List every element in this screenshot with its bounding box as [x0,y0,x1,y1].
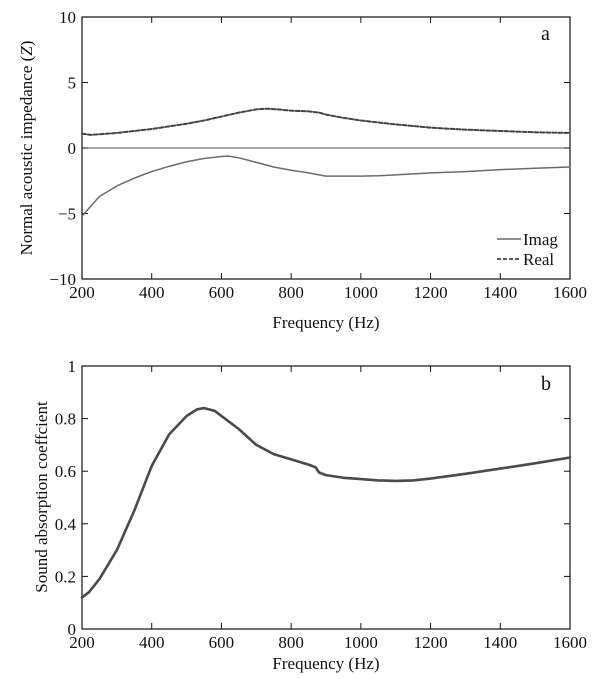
legend-real-label: Real [523,250,554,269]
panel-b-x-tick-label: 1400 [483,633,517,652]
panel-a-y-axis-title-main: Normal acoustic impedance ( [17,55,36,255]
panel-b-y-tick-label: 0.4 [55,515,77,534]
panel-a-x-axis-title: Frequency (Hz) [272,313,379,332]
panel-a-series [81,107,571,217]
panel-a-ticks: 200 400 600 800 1000 1200 1400 1600 10 5 0 −5 −10 [49,8,587,302]
panel-b-y-axis-title: Sound absorption coeffcient [32,401,51,593]
panel-a-y-tick-label: −10 [49,270,76,289]
panel-b-x-tick-label: 1200 [414,633,448,652]
panel-b-y-tick-label: 1 [68,357,77,376]
panel-b-label: b [541,373,551,395]
panel-a-y-axis-title: Normal acoustic impedance (Z) [17,41,36,256]
panel-b-x-axis-title: Frequency (Hz) [272,654,379,673]
panel-a-series-real-line [81,107,571,136]
panel-b-x-tick-label: 200 [69,633,95,652]
legend-imag-label: Imag [523,230,558,249]
panel-b-x-tick-label: 1000 [344,633,378,652]
panel-b-ticks: 200 400 600 800 1000 1200 1400 1600 1 0.8 0.6 0.4 0.… [55,357,587,652]
panel-a-label: a [541,23,550,45]
panel-b-series-absorption-line [80,406,572,599]
panel-a-series-imag-line [81,155,571,217]
panel-a-x-tick-label: 1400 [483,283,517,302]
panel-a-x-tick-label: 1200 [414,283,448,302]
panel-a-y-axis-title-end: ) [17,41,36,47]
panel-a-x-tick-label: 400 [139,283,165,302]
panel-b-x-tick-label: 600 [209,633,235,652]
panel-b-plot-frame [81,365,571,630]
panel-a-y-tick-label: 0 [68,139,77,158]
panel-b-x-tick-label: 1600 [553,633,587,652]
panel-a-y-tick-label: 10 [59,8,76,27]
panel-a-x-tick-label: 200 [69,283,95,302]
panel-b-y-tick-label: 0 [68,620,77,639]
panel-a-y-axis-title-symbol: Z [17,46,36,56]
panel-b-y-tick-label: 0.8 [55,410,76,429]
panel-a-y-tick-label: 5 [68,74,77,93]
panel-b-x-tick-label: 400 [139,633,165,652]
panel-a-x-tick-label: 800 [278,283,304,302]
panel-a-x-tick-label: 1600 [553,283,587,302]
panel-b-y-tick-label: 0.2 [55,567,76,586]
panel-b-x-tick-label: 800 [278,633,304,652]
panel-b-series [80,406,572,599]
panel-a-y-tick-label: −5 [58,205,76,224]
panel-a-x-tick-label: 1000 [344,283,378,302]
panel-b-y-tick-label: 0.6 [55,462,76,481]
panel-a-x-tick-label: 600 [209,283,235,302]
